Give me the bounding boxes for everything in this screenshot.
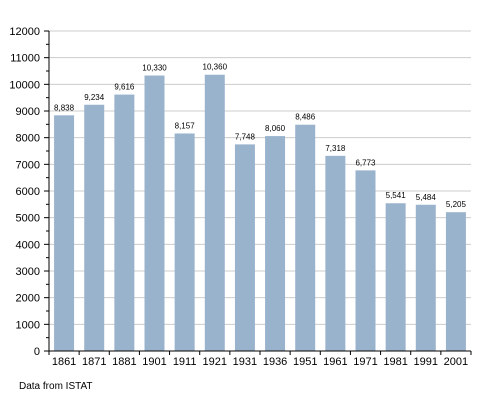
bar-1981 bbox=[385, 203, 406, 351]
bar-1951 bbox=[295, 124, 316, 351]
y-tick-label: 0 bbox=[34, 346, 40, 358]
x-tick-label: 1871 bbox=[82, 356, 106, 368]
bar-1911 bbox=[174, 133, 195, 351]
x-axis: 1861 1871 1881 1901 1911 1921 1931 1936 1951 1961… bbox=[48, 350, 472, 368]
data-label: 6,773 bbox=[355, 158, 376, 167]
data-label: 5,205 bbox=[446, 200, 467, 209]
x-tick-label: 1921 bbox=[203, 356, 227, 368]
bars bbox=[54, 74, 466, 352]
gridlines bbox=[49, 30, 471, 325]
y-tick-label: 8000 bbox=[16, 133, 40, 145]
x-tick-label: 1991 bbox=[414, 356, 438, 368]
bar-1961 bbox=[325, 155, 346, 351]
x-tick-label: 1961 bbox=[323, 356, 347, 368]
data-label: 10,330 bbox=[142, 64, 167, 73]
data-label: 7,318 bbox=[325, 144, 346, 153]
data-labels: 8,838 9,234 9,616 10,330 8,157 10,360 7,748 8,0… bbox=[54, 63, 466, 209]
x-tick-label: 1931 bbox=[233, 356, 257, 368]
data-label: 5,541 bbox=[386, 191, 407, 200]
x-tick-label: 1901 bbox=[142, 356, 166, 368]
x-tick-label: 1936 bbox=[263, 356, 287, 368]
y-tick-label: 9000 bbox=[16, 106, 40, 118]
x-tick-label: 1881 bbox=[112, 356, 136, 368]
data-label: 7,748 bbox=[235, 132, 256, 141]
data-label: 9,234 bbox=[84, 93, 105, 102]
y-tick-label: 3000 bbox=[16, 266, 40, 278]
bar-1936 bbox=[265, 136, 286, 351]
x-tick-label: 1971 bbox=[353, 356, 377, 368]
data-label: 8,060 bbox=[265, 124, 286, 133]
data-label: 5,484 bbox=[416, 193, 437, 202]
y-tick-label: 11000 bbox=[10, 53, 40, 65]
y-tick-label: 6000 bbox=[16, 186, 40, 198]
y-tick-label: 12000 bbox=[9, 26, 40, 38]
source-note: Data from ISTAT bbox=[19, 381, 93, 392]
y-tick-label: 2000 bbox=[16, 293, 40, 305]
x-tick-label: 1861 bbox=[52, 356, 76, 368]
bar-1991 bbox=[415, 204, 436, 351]
bar-2001 bbox=[445, 212, 466, 351]
bar-1881 bbox=[114, 94, 135, 351]
bar-1871 bbox=[84, 104, 105, 351]
x-tick-label: 1981 bbox=[383, 356, 407, 368]
data-label: 8,838 bbox=[54, 103, 75, 112]
data-label: 8,486 bbox=[295, 113, 316, 122]
data-label: 9,616 bbox=[114, 83, 135, 92]
data-label: 8,157 bbox=[175, 121, 196, 130]
y-tick-label: 5000 bbox=[16, 213, 40, 225]
y-tick-label: 7000 bbox=[16, 159, 40, 171]
y-tick-label: 1000 bbox=[16, 319, 40, 331]
y-axis: 0 1000 2000 3000 4000 5000 6000 7000 8000 9000 100… bbox=[9, 26, 50, 358]
y-tick-label: 10000 bbox=[9, 79, 40, 91]
data-label: 10,360 bbox=[203, 63, 228, 72]
x-tick-label: 1951 bbox=[293, 356, 317, 368]
x-tick-label: 1911 bbox=[173, 356, 197, 368]
bar-1931 bbox=[234, 144, 255, 351]
bar-1921 bbox=[204, 74, 225, 351]
bar-1861 bbox=[54, 115, 75, 351]
x-tick-label: 2001 bbox=[444, 356, 468, 368]
bar-1901 bbox=[144, 75, 165, 352]
y-tick-label: 4000 bbox=[16, 239, 40, 251]
bar-1971 bbox=[355, 170, 376, 351]
